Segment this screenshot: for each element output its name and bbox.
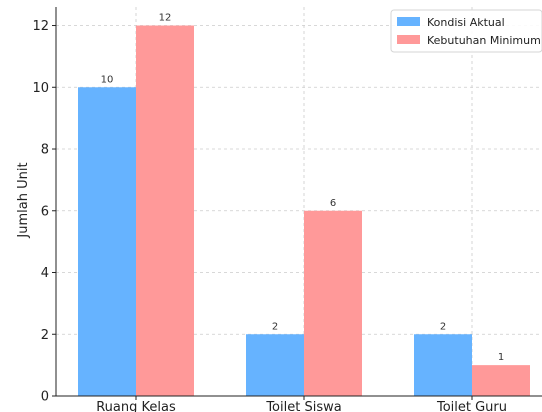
bars: [78, 25, 530, 397]
data-label-aktual-0: 10: [101, 74, 114, 85]
x-tick-label-2: Toilet Guru: [436, 400, 507, 412]
y-tick-label-4: 8: [41, 143, 49, 158]
data-labels: 10 2 2 12 6 1: [101, 13, 505, 364]
x-tick-label-0: Ruang Kelas: [96, 400, 176, 412]
data-label-minimum-1: 6: [330, 198, 336, 209]
legend-label-minimum: Kebutuhan Minimum: [427, 34, 541, 47]
bar-aktual-2[interactable]: [414, 334, 472, 396]
legend-swatch-minimum: [397, 35, 420, 44]
bar-minimum-2[interactable]: [472, 365, 530, 396]
data-label-minimum-2: 1: [498, 352, 504, 363]
y-tick-label-0: 0: [41, 390, 49, 405]
data-label-aktual-2: 2: [440, 321, 446, 332]
legend-box: [390, 9, 542, 53]
data-label-aktual-1: 2: [272, 321, 278, 332]
x-tick-label-1: Toilet Siswa: [265, 400, 341, 412]
bar-aktual-0[interactable]: [78, 87, 136, 397]
y-axis-label: Jumlah Unit: [16, 162, 31, 238]
y-tick-label-1: 2: [41, 328, 49, 343]
y-tick-label-5: 10: [32, 81, 49, 96]
legend-label-aktual: Kondisi Aktual: [427, 16, 505, 29]
y-tick-label-6: 12: [32, 19, 49, 34]
bar-minimum-1[interactable]: [304, 210, 362, 396]
legend[interactable]: Kondisi Aktual Kebutuhan Minimum: [390, 9, 542, 53]
legend-swatch-aktual: [397, 17, 420, 26]
y-tick-label-2: 4: [41, 266, 49, 281]
bar-minimum-0[interactable]: [136, 25, 194, 397]
y-tick-label-3: 6: [41, 204, 49, 219]
data-label-minimum-0: 12: [159, 13, 172, 24]
bar-aktual-1[interactable]: [246, 334, 304, 396]
